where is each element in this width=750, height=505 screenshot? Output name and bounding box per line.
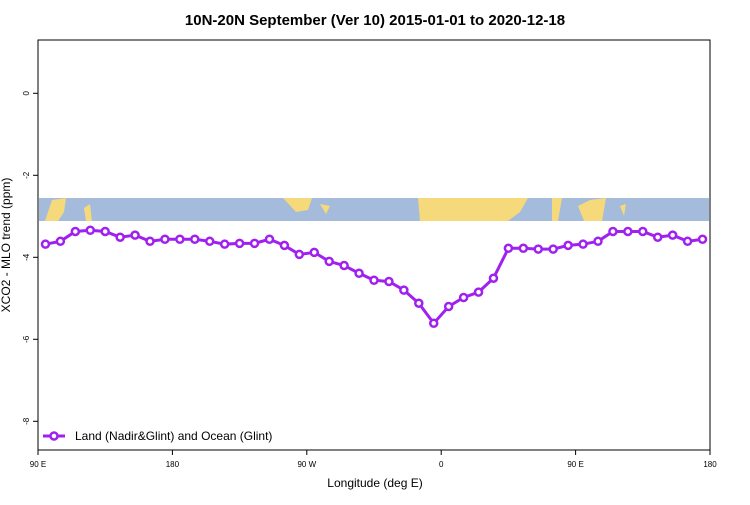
chart-title: 10N-20N September (Ver 10) 2015-01-01 to… [185,12,565,29]
x-tick-label: 90 E [30,460,46,469]
data-point [488,273,499,283]
data-point [145,236,155,247]
map-land [552,198,562,221]
map-land [283,198,312,212]
data-point [234,238,245,249]
data-point [652,232,663,242]
y-tick-label: -2 [22,171,31,179]
y-tick-label: 0 [22,91,31,96]
legend-marker [49,431,59,441]
map-land [620,204,626,216]
data-point [682,236,693,247]
data-point [354,268,364,279]
data-point [548,244,558,254]
data-point [100,226,110,237]
data-point [70,226,81,237]
data-point [563,240,573,251]
data-point [638,226,648,237]
y-tick-label: -8 [22,417,31,425]
data-point [130,230,140,240]
data-point [204,236,215,247]
x-tick-label: 90 E [567,460,583,469]
x-tick-label: 90 W [297,460,316,469]
y-axis-label: XCO2 - MLO trend (ppm) [0,178,13,313]
map-band [39,198,709,221]
map-land [84,204,92,221]
data-point [190,234,200,245]
data-point [175,234,185,245]
plot-frame [37,39,711,451]
data-point [593,236,603,247]
data-point [518,243,529,254]
map-land [45,198,66,221]
data-point [414,298,424,308]
data-point [339,260,349,271]
map-land [418,198,528,221]
data-point [578,239,588,249]
data-point [533,244,544,254]
data-point [443,301,454,312]
legend-label: Land (Nadir&Glint) and Ocean (Glint) [75,429,272,443]
x-tick-label: 180 [166,460,180,469]
data-point [428,318,439,329]
data-point [85,225,96,235]
data-point [324,256,334,267]
data-point [309,247,320,258]
data-point [294,249,305,260]
data-point [264,234,275,245]
map-land [578,198,606,221]
data-point [608,226,618,237]
data-point [458,292,469,303]
data-point [40,239,51,249]
y-tick-label: -6 [22,335,31,343]
data-point [115,232,125,242]
map-ocean [39,198,709,221]
x-axis-label: Longitude (deg E) [327,476,422,490]
data-point [503,243,514,254]
data-point [399,285,409,295]
data-point [219,239,230,249]
map-land [320,204,330,214]
y-tick-label: -4 [22,253,31,261]
data-point [55,236,66,247]
x-tick-label: 180 [703,460,717,469]
data-point [279,240,290,251]
data-point [667,230,678,240]
data-point [369,275,379,286]
data-point [697,234,708,245]
data-point [473,287,484,297]
data-point [623,226,633,237]
data-point [384,276,394,287]
data-point [160,234,170,245]
x-tick-label: 0 [439,460,444,469]
data-point [249,238,260,249]
